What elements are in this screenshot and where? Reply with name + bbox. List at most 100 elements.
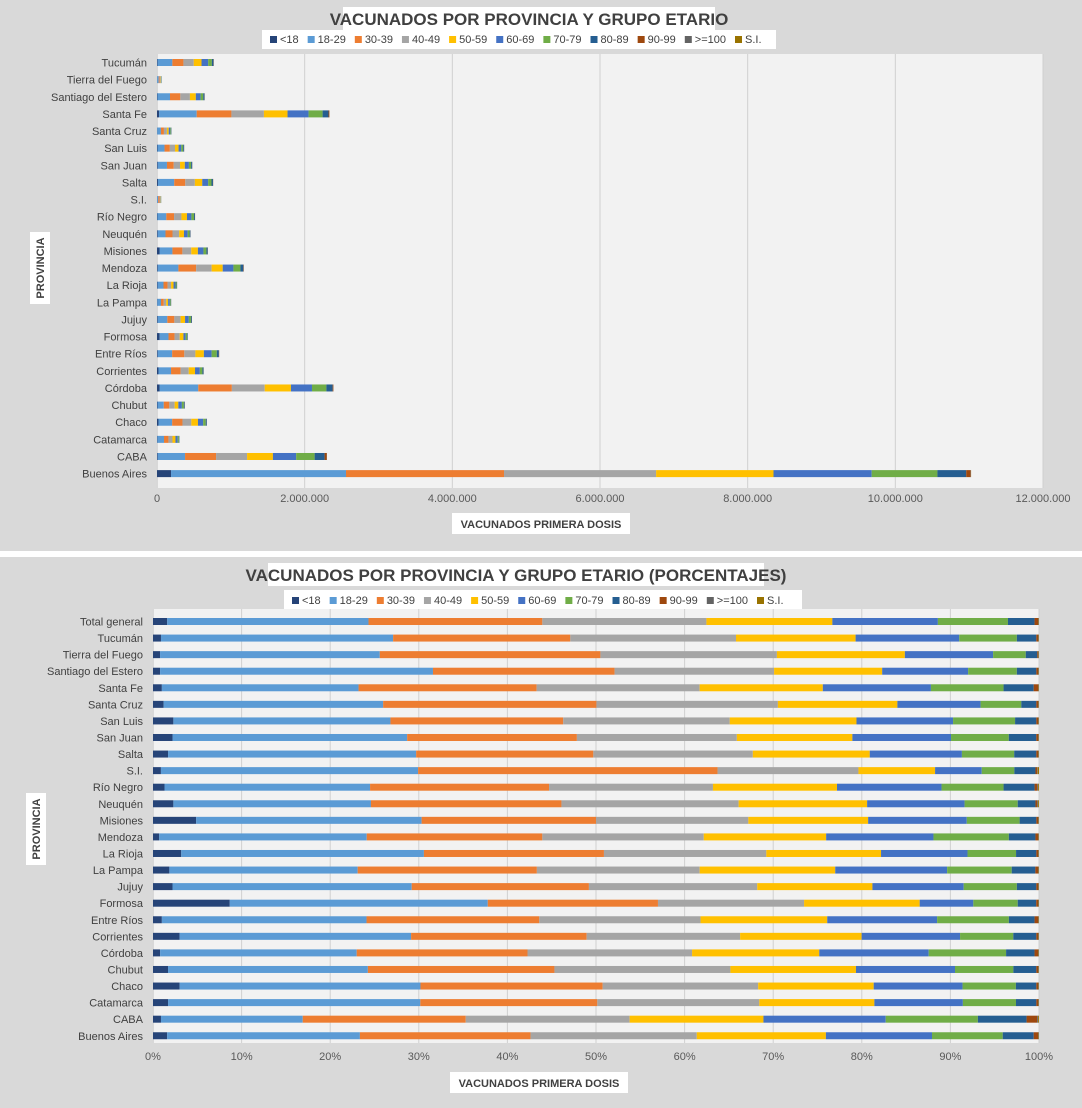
- bar-cordoba-70-79: [311, 384, 327, 392]
- bar-san-juan-80-89: [191, 161, 193, 169]
- bar-la-rioja-60-69: [173, 281, 176, 289]
- bar-formosa-70-79: [973, 899, 1018, 907]
- bar-jujuy-40-49: [588, 883, 758, 891]
- bar-santa-fe-60-69: [822, 684, 931, 692]
- legend-swatch-50-59: [449, 36, 457, 43]
- bar-corrientes-60-69: [195, 367, 200, 375]
- bar-rio-negro-70-79: [941, 783, 1004, 791]
- bar-corrientes-90-99: [1036, 932, 1039, 940]
- bar-tierra-del-fuego-40-49: [159, 76, 161, 84]
- category-label: Chubut: [108, 964, 143, 976]
- bar-cordoba-40-49: [231, 384, 265, 392]
- bar-salta-30-39: [174, 178, 186, 186]
- bar-entre-rios-60-69: [203, 350, 212, 358]
- chart-title-box: [343, 7, 715, 30]
- bar-chaco-30-39: [420, 982, 603, 990]
- category-label: Mendoza: [98, 832, 144, 844]
- bar-entre-rios-30-39: [366, 916, 540, 924]
- category-label: CABA: [117, 451, 148, 463]
- category-label: Jujuy: [121, 314, 147, 326]
- category-label: Misiones: [104, 246, 148, 258]
- bar-buenos-aires-30-39: [359, 1032, 531, 1040]
- legend-label-70-79: 70-79: [553, 34, 581, 46]
- bar-formosa-80-89: [187, 333, 188, 341]
- legend-swatch-70-79: [565, 597, 573, 604]
- x-tick-label: 60%: [674, 1051, 696, 1063]
- bar-jujuy-40-49: [174, 315, 181, 323]
- bar-misiones-50-59: [748, 816, 869, 824]
- bar-caba-50-59: [629, 1015, 764, 1023]
- bar-cordoba-50-59: [692, 949, 820, 957]
- category-label: Santa Fe: [98, 683, 143, 695]
- legend-label-18-29: 18-29: [318, 34, 346, 46]
- bar-la-pampa-30-39: [357, 866, 537, 874]
- chart-panel-percent: VACUNADOS POR PROVINCIA Y GRUPO ETARIO (…: [0, 557, 1082, 1108]
- category-label: Santa Cruz: [88, 699, 143, 711]
- bar-san-juan-40-49: [173, 161, 181, 169]
- bar-chaco-70-79: [962, 982, 1016, 990]
- bar-salta-18-29: [157, 178, 175, 186]
- bar-misiones-70-79: [203, 247, 207, 255]
- bar-entre-rios-18-29: [157, 350, 173, 358]
- bar-cordoba-40-49: [527, 949, 693, 957]
- bar-santa-cruz-18-29: [157, 127, 161, 135]
- bar-santiago-del-estero-70-79: [968, 667, 1017, 675]
- bar-la-pampa-70-79: [947, 866, 1012, 874]
- bar-tucuman-50-59: [735, 634, 856, 642]
- bar-chaco-40-49: [602, 982, 759, 990]
- bar-total-general-lt18: [153, 618, 168, 625]
- legend-label-s-i: S.I.: [745, 34, 762, 46]
- bar-la-rioja-90-99: [1036, 849, 1039, 857]
- bar-mendoza-60-69: [222, 264, 234, 272]
- legend-swatch-18-29: [307, 36, 315, 43]
- bar-santa-fe-40-49: [231, 110, 264, 118]
- bar-entre-rios-70-79: [937, 916, 1009, 924]
- legend-label-lt18: <18: [302, 595, 321, 607]
- bar-buenos-aires-30-39: [346, 470, 505, 478]
- bar-jujuy-30-39: [411, 883, 589, 891]
- bar-san-luis-50-59: [175, 144, 179, 152]
- bar-formosa-60-69: [919, 899, 974, 907]
- bar-san-luis-70-79: [953, 717, 1016, 725]
- bar-santa-cruz-40-49: [163, 127, 167, 135]
- bar-cordoba-90-99: [1034, 949, 1039, 957]
- bar-catamarca-50-59: [759, 999, 875, 1007]
- bar-la-rioja-80-89: [1016, 849, 1037, 857]
- bar-tierra-del-fuego-70-79: [993, 651, 1026, 659]
- x-tick-label: 0: [154, 493, 160, 505]
- bar-neuquen-90-99: [1035, 800, 1038, 808]
- bar-mendoza-18-29: [157, 264, 179, 272]
- bar-catamarca-18-29: [168, 999, 421, 1007]
- bar-santa-cruz-70-79: [980, 700, 1022, 708]
- bar-san-juan-30-39: [407, 733, 577, 741]
- bar-santa-fe-18-29: [159, 110, 197, 118]
- bar-entre-rios-50-59: [195, 350, 204, 358]
- bar-la-rioja-lt18: [157, 281, 158, 289]
- bar-mendoza-80-89: [1008, 833, 1036, 841]
- category-label: Catamarca: [89, 998, 144, 1010]
- bar-la-rioja-70-79: [967, 849, 1017, 857]
- bar-cordoba-60-69: [819, 949, 929, 957]
- category-label: Misiones: [100, 815, 144, 827]
- bar-rio-negro-50-59: [712, 783, 837, 791]
- bar-san-luis-18-29: [173, 717, 391, 725]
- bar-chaco-60-69: [197, 418, 204, 426]
- bar-corrientes-lt18: [153, 932, 180, 940]
- bar-chubut-lt18: [153, 965, 169, 973]
- bar-neuquen-60-69: [183, 230, 188, 238]
- bar-mendoza-40-49: [542, 833, 704, 841]
- bar-san-juan-lt18: [153, 733, 173, 741]
- category-label: Córdoba: [101, 948, 144, 960]
- bar-la-rioja-40-49: [603, 849, 767, 857]
- bar-entre-rios-90-99: [1034, 916, 1039, 924]
- chart-absolute-svg: VACUNADOS POR PROVINCIA Y GRUPO ETARIO <…: [30, 7, 1071, 534]
- bar-total-general-70-79: [937, 618, 1008, 625]
- bar-entre-rios-30-39: [172, 350, 185, 358]
- bar-mendoza-70-79: [933, 833, 1009, 841]
- bar-corrientes-70-79: [199, 367, 203, 375]
- bar-s-i-30-39: [418, 767, 718, 775]
- bar-la-pampa-60-69: [168, 298, 170, 306]
- bar-la-pampa-40-49: [163, 298, 167, 306]
- x-axis-title: VACUNADOS PRIMERA DOSIS: [461, 519, 622, 531]
- bar-cordoba-18-29: [160, 949, 357, 957]
